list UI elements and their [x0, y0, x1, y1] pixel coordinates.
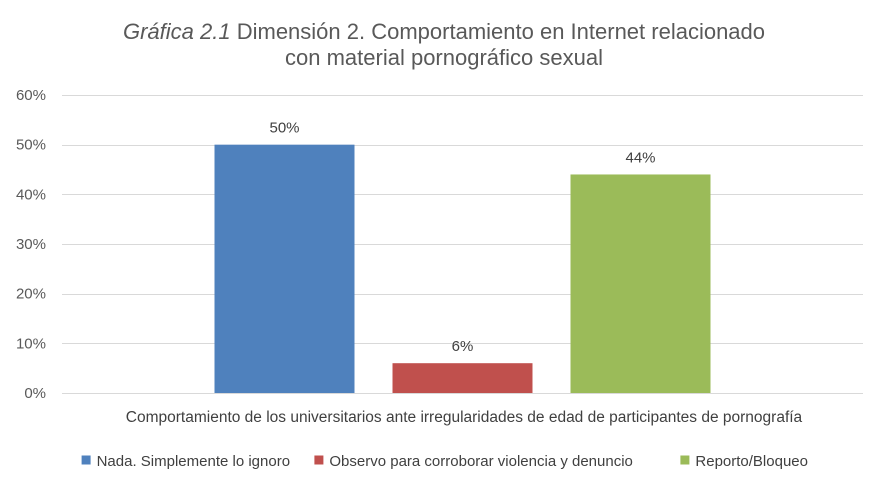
- y-tick-label: 10%: [16, 335, 46, 352]
- gridlines: [62, 95, 863, 394]
- legend: Nada. Simplemente lo ignoro Observo para …: [81, 453, 808, 470]
- bars: [214, 144, 711, 393]
- x-axis-category-label: Comportamiento de los universitarios ant…: [126, 409, 803, 426]
- y-tick-label: 40%: [16, 186, 46, 203]
- chart-title-prefix: Gráfica 2.1: [123, 19, 231, 44]
- bar-data-label: 50%: [269, 120, 299, 137]
- chart-title-line2: con material pornográfico sexual: [285, 45, 603, 70]
- y-tick-label: 60%: [16, 87, 46, 104]
- legend-swatch: [81, 455, 91, 465]
- y-axis-tick-labels: 0% 10% 20% 30% 40% 50% 60%: [16, 87, 46, 402]
- bar-1: [214, 144, 355, 393]
- bar-2: [392, 363, 533, 393]
- bar-data-label: 6%: [452, 338, 474, 355]
- legend-swatch: [680, 455, 690, 465]
- data-labels: 50% 6% 44%: [269, 120, 655, 356]
- y-tick-label: 30%: [16, 236, 46, 253]
- y-tick-label: 20%: [16, 286, 46, 303]
- chart-title-group: Gráfica 2.1 Dimensión 2. Comportamiento …: [123, 19, 765, 70]
- y-tick-label: 50%: [16, 137, 46, 154]
- legend-item-label: Observo para corroborar violencia y denu…: [329, 453, 633, 470]
- chart-title-main: Dimensión 2. Comportamiento en Internet …: [237, 19, 765, 44]
- bar-3: [570, 174, 711, 393]
- legend-item-label: Nada. Simplemente lo ignoro: [97, 453, 290, 470]
- y-tick-label: 0%: [24, 385, 46, 402]
- legend-item-label: Reporto/Bloqueo: [695, 453, 808, 470]
- chart-title-line1: Gráfica 2.1 Dimensión 2. Comportamiento …: [123, 19, 765, 44]
- bar-data-label: 44%: [625, 149, 655, 166]
- legend-swatch: [314, 455, 324, 465]
